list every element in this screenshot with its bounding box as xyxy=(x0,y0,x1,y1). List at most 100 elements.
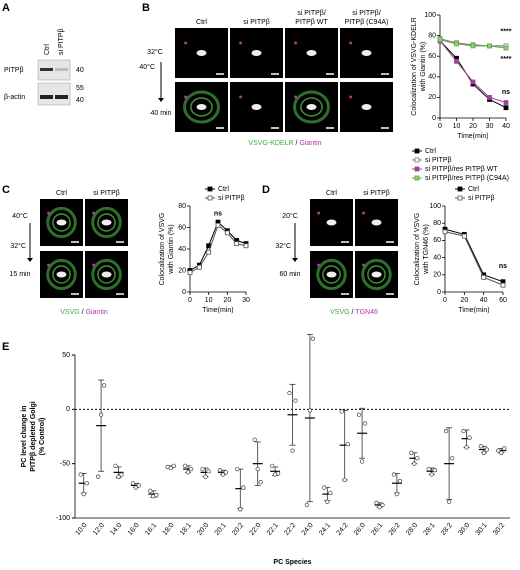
data-point xyxy=(496,448,501,453)
magenta-signal xyxy=(92,263,96,267)
x-tick-label: 22:1 xyxy=(266,522,280,537)
data-point xyxy=(409,450,414,455)
data-point xyxy=(446,499,452,504)
data-point xyxy=(307,408,313,413)
x-tick-label: 30 xyxy=(486,123,494,130)
x-axis-label: PC Species xyxy=(273,559,311,566)
condition: 20°C xyxy=(282,212,298,220)
x-axis-label: Time(min) xyxy=(457,133,488,140)
green-signal xyxy=(183,90,220,124)
y-axis-label: PITPβ depleted Golgi xyxy=(30,401,37,471)
x-tick-label: 10 xyxy=(453,123,461,130)
condition: 32°C xyxy=(10,242,26,250)
green-signal xyxy=(52,213,71,232)
golgi-signal xyxy=(361,104,372,110)
data-point xyxy=(130,481,136,486)
y-tick-label: -50 xyxy=(60,461,70,468)
data-point xyxy=(206,469,211,474)
data-point xyxy=(464,445,469,450)
stain-name: Giantin xyxy=(299,140,321,147)
data-point xyxy=(255,466,260,472)
data-point xyxy=(442,229,448,235)
size-marker: 40 xyxy=(76,67,84,74)
data-point xyxy=(203,474,208,479)
x-tick-label: 0 xyxy=(443,297,447,304)
stain-name: Giantin xyxy=(86,309,108,316)
data-point xyxy=(478,444,484,449)
data-point xyxy=(461,233,467,239)
condition: 60 min xyxy=(279,271,300,278)
arrow-head xyxy=(27,258,33,262)
golgi-signal xyxy=(306,104,317,110)
y-axis-label: with TGN46 (%) xyxy=(423,224,430,275)
data-point xyxy=(187,270,193,276)
data-point xyxy=(310,336,316,341)
y-tick-label: 50 xyxy=(62,352,70,359)
data-point xyxy=(235,466,240,472)
golgi-signal xyxy=(56,271,67,278)
y-tick-label: 0 xyxy=(182,289,186,296)
stain-caption: VSVG-KDELR / Giantin xyxy=(248,140,321,147)
panel-label: A xyxy=(2,2,10,14)
magenta-signal xyxy=(294,41,298,45)
data-point xyxy=(397,478,403,484)
green-signal xyxy=(367,265,386,284)
x-tick-label: 30:1 xyxy=(475,522,489,537)
y-axis-label: with Giantin (%) xyxy=(420,42,427,92)
size-marker: 55 xyxy=(76,85,84,92)
golgi-signal xyxy=(326,219,337,226)
data-point xyxy=(484,447,490,452)
legend-marker xyxy=(207,186,213,192)
y-axis-label: PC level change in xyxy=(21,406,28,468)
data-point xyxy=(84,481,89,486)
stain-name: / xyxy=(80,309,86,316)
magenta-signal xyxy=(317,211,321,215)
data-point xyxy=(500,282,506,288)
data-point xyxy=(394,491,400,497)
data-point xyxy=(415,456,420,461)
series-line xyxy=(444,228,504,283)
legend-marker xyxy=(207,195,213,201)
panel-label: D xyxy=(262,184,270,196)
column-label: si PITPβ xyxy=(93,190,120,197)
magenta-signal xyxy=(349,41,353,45)
magenta-signal xyxy=(362,263,366,267)
data-point xyxy=(252,437,257,442)
magenta-signal xyxy=(184,41,188,45)
data-point xyxy=(258,479,263,485)
data-point xyxy=(168,465,173,471)
y-tick-label: 80 xyxy=(433,220,441,227)
y-tick-label: 80 xyxy=(428,32,436,39)
data-point xyxy=(380,502,385,508)
column-label: PITPβ (C94A) xyxy=(345,19,389,26)
x-tick-label: 18:0 xyxy=(162,522,176,537)
data-point xyxy=(217,468,223,473)
column-label: PITPβ WT xyxy=(295,19,328,26)
stain-name: / xyxy=(294,140,300,147)
green-signal xyxy=(300,97,323,117)
legend-marker xyxy=(414,157,420,163)
x-tick-label: 0 xyxy=(188,297,192,304)
data-point xyxy=(470,79,476,85)
x-axis-label: Time(min) xyxy=(202,307,233,314)
x-tick-label: 0 xyxy=(438,123,442,130)
data-point xyxy=(304,502,310,508)
y-axis-label: with Giantin (%) xyxy=(168,224,175,274)
panel-label: B xyxy=(142,2,150,14)
stain-caption: VSVG / TGN46 xyxy=(330,309,378,316)
y-tick-label: 20 xyxy=(428,94,436,101)
data-point xyxy=(136,483,142,488)
y-axis-label: Colocalization of VSVG-KDELR xyxy=(411,17,418,115)
data-point xyxy=(287,390,292,396)
x-tick-label: 20:0 xyxy=(196,522,210,537)
data-point xyxy=(293,398,298,403)
stain-name: TGN46 xyxy=(355,309,378,316)
x-tick-label: 28:1 xyxy=(423,522,437,537)
data-point xyxy=(81,491,86,497)
data-point xyxy=(275,471,281,476)
green-signal xyxy=(361,258,392,291)
x-tick-label: 16:0 xyxy=(127,522,141,537)
data-point xyxy=(391,472,397,477)
data-point xyxy=(95,474,101,479)
x-tick-label: 16:1 xyxy=(144,522,158,537)
